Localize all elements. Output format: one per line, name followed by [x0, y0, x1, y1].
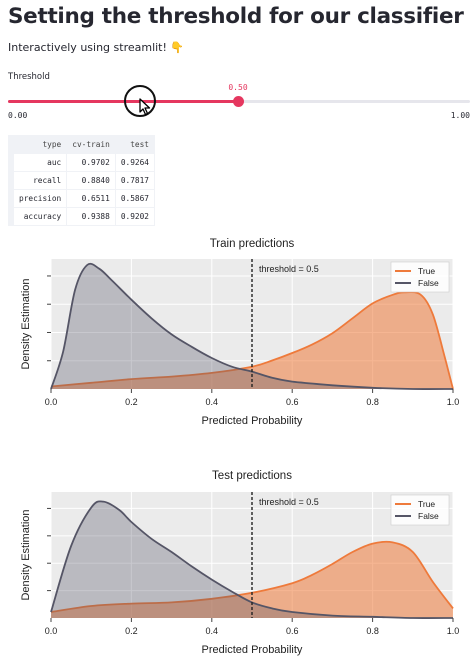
pointing-down-icon: 👇 — [170, 41, 185, 54]
legend-label-true: True — [418, 266, 435, 276]
x-tick-label: 0.0 — [45, 626, 58, 636]
train-predictions-chart: Train predictions threshold = 0.5 True Fals… — [20, 238, 460, 427]
density-area-false — [51, 501, 453, 619]
x-tick-label: 0.2 — [125, 397, 138, 407]
x-tick-label: 0.4 — [206, 397, 219, 407]
slider-min-label: 0.00 — [8, 111, 28, 120]
table-cell: 0.9202 — [114, 207, 155, 226]
x-tick-label: 1.0 — [447, 626, 460, 636]
table-row: precision 0.6511 0.5867 — [8, 189, 155, 208]
table-cell: 0.6511 — [66, 189, 116, 208]
page-subtitle: Interactively using streamlit! 👇 — [8, 41, 184, 54]
legend-label-true: True — [418, 499, 435, 509]
x-tick-label: 0.8 — [366, 626, 379, 636]
threshold-slider[interactable]: 0.50 0.00 1.00 — [8, 83, 470, 122]
table-cell: recall — [12, 171, 68, 190]
legend-label-false: False — [418, 511, 439, 521]
density-area-false — [51, 263, 453, 390]
table-cell: auc — [12, 153, 68, 172]
legend-box — [390, 261, 450, 293]
threshold-annotation: threshold = 0.5 — [259, 264, 319, 274]
y-axis-label: Density Estimation — [20, 278, 32, 369]
threshold-label: Threshold — [8, 72, 50, 82]
mouse-cursor-icon — [139, 98, 151, 116]
table-cell: 0.8840 — [66, 171, 116, 190]
table-cell: accuracy — [12, 207, 68, 226]
page-title: Setting the threshold for our classifier — [8, 4, 464, 29]
cursor-highlight-ring — [124, 85, 156, 117]
table-cell: 0.7817 — [114, 171, 155, 190]
column-header: type — [12, 135, 68, 154]
table-row: recall 0.8840 0.7817 — [8, 171, 155, 190]
subtitle-text: Interactively using streamlit! — [8, 41, 167, 54]
x-tick-label: 0.0 — [45, 397, 58, 407]
threshold-annotation: threshold = 0.5 — [259, 497, 319, 507]
density-line-false — [50, 262, 454, 390]
column-header: test — [114, 135, 155, 154]
table-header-row: type cv-train test — [8, 135, 155, 154]
metrics-table: type cv-train test auc 0.9702 0.9264 rec… — [8, 135, 155, 226]
column-header: cv-train — [66, 135, 116, 154]
slider-value: 0.50 — [228, 83, 248, 92]
x-tick-label: 0.8 — [366, 397, 379, 407]
density-area-true — [51, 292, 453, 389]
x-axis-label: Predicted Probability — [202, 415, 303, 427]
x-tick-label: 1.0 — [447, 397, 460, 407]
x-axis-label: Predicted Probability — [202, 644, 303, 656]
x-tick-label: 0.6 — [286, 626, 299, 636]
slider-thumb[interactable] — [233, 96, 244, 107]
table-row: accuracy 0.9388 0.9202 — [8, 207, 155, 226]
table-row: auc 0.9702 0.9264 — [8, 153, 155, 172]
chart-title: Train predictions — [210, 238, 295, 250]
table-cell: 0.9388 — [66, 207, 116, 226]
legend-label-false: False — [418, 278, 439, 288]
test-predictions-chart: Test predictions threshold = 0.5 True False… — [20, 470, 460, 656]
table-cell: 0.9264 — [114, 153, 155, 172]
slider-fill — [8, 100, 238, 103]
slider-max-label: 1.00 — [450, 111, 470, 120]
density-area-true — [51, 541, 453, 618]
density-line-true — [50, 540, 454, 613]
x-tick-label: 0.2 — [125, 626, 138, 636]
table-cell: 0.9702 — [66, 153, 116, 172]
x-tick-label: 0.6 — [286, 397, 299, 407]
density-line-false — [50, 500, 454, 619]
legend-box — [390, 494, 450, 526]
density-line-true — [50, 291, 454, 390]
table-cell: precision — [12, 189, 68, 208]
x-tick-label: 0.4 — [206, 626, 219, 636]
y-axis-label: Density Estimation — [20, 509, 32, 600]
table-cell: 0.5867 — [114, 189, 155, 208]
chart-title: Test predictions — [212, 470, 292, 482]
